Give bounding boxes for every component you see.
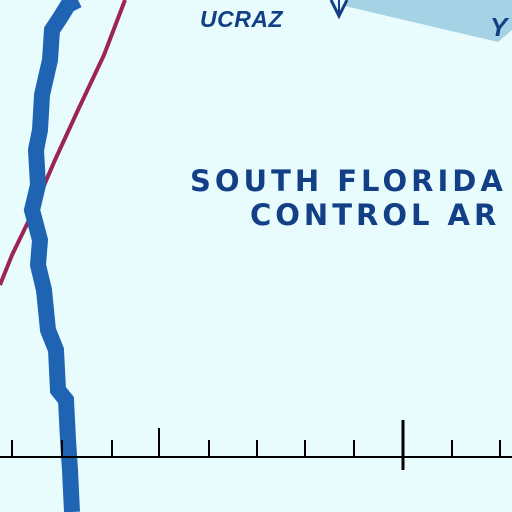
route-line bbox=[0, 0, 127, 286]
airway-band bbox=[345, 0, 512, 42]
control-area-boundary bbox=[23, 0, 82, 512]
fix-label: UCRAZ bbox=[200, 6, 283, 32]
scale-bar bbox=[0, 420, 512, 470]
control-area-label-line1: SOUTH FLORIDA bbox=[190, 164, 507, 198]
control-area-label-line2: CONTROL AR bbox=[250, 198, 501, 232]
airway-label: Y bbox=[490, 12, 508, 42]
waypoint-triangle-icon bbox=[329, 0, 349, 20]
